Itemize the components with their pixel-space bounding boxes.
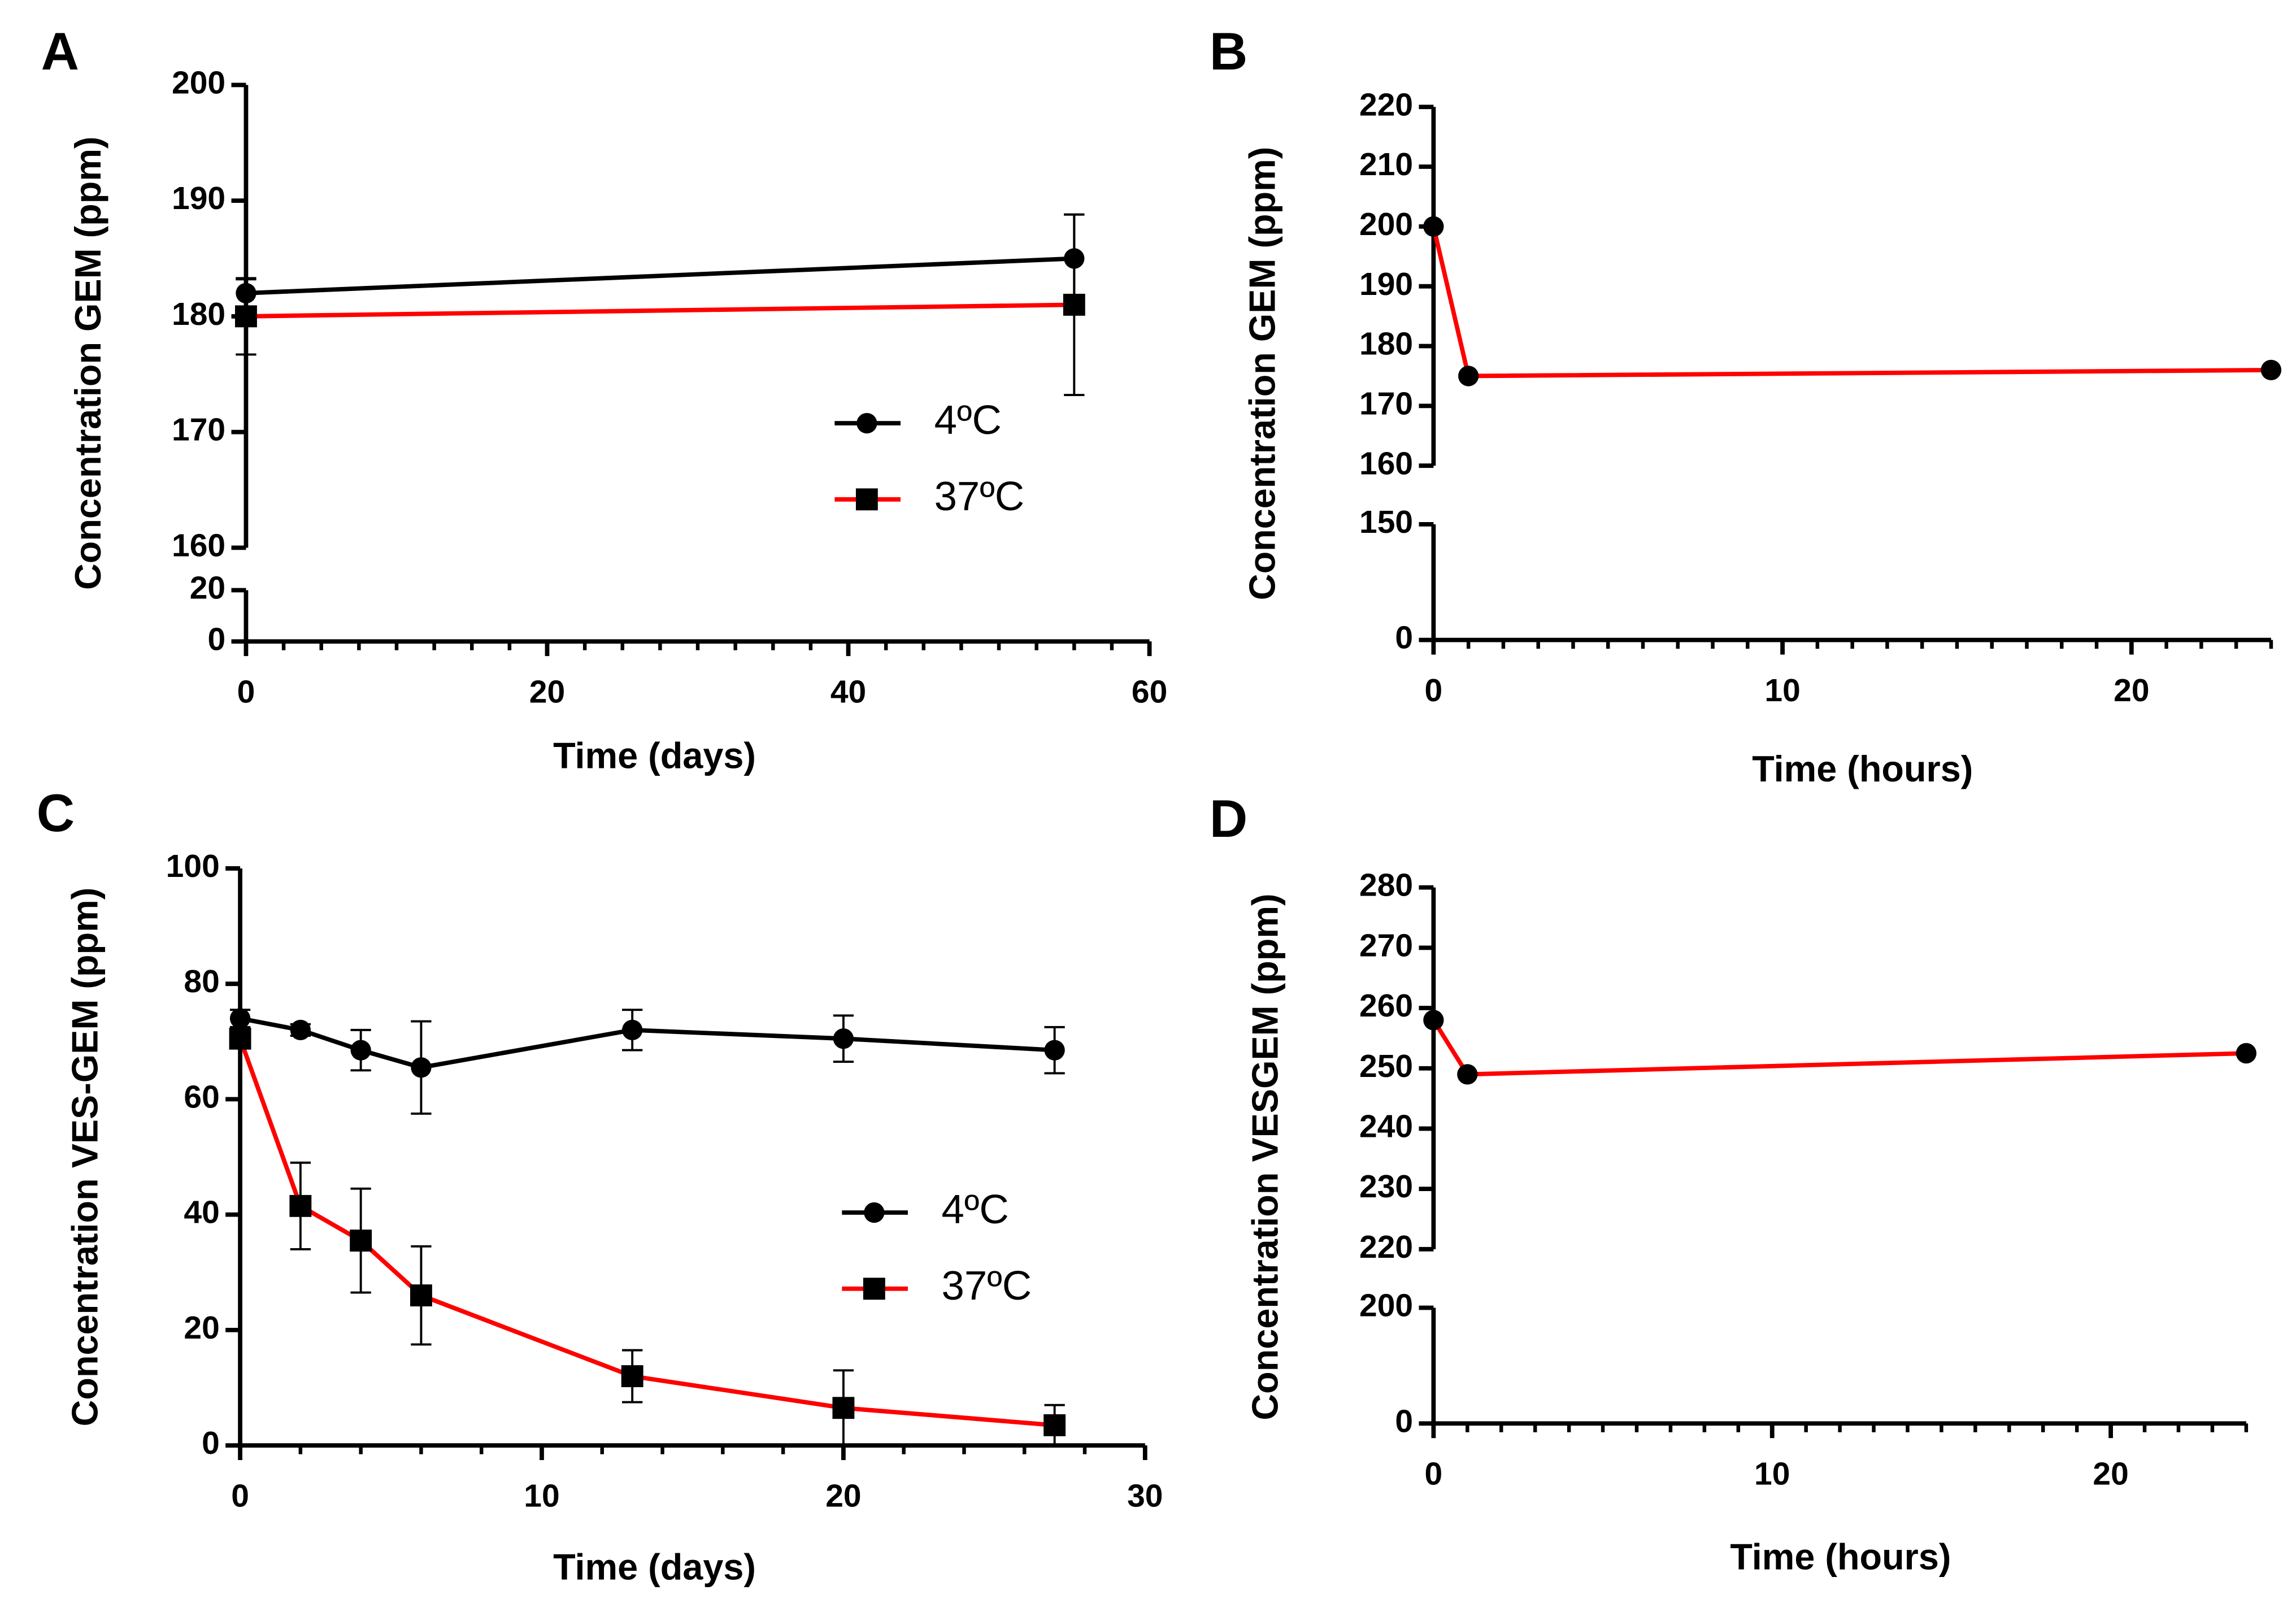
y-tick-label: 160 bbox=[1359, 445, 1413, 481]
y-tick-label: 240 bbox=[1359, 1108, 1413, 1144]
y-tick-label: 20 bbox=[190, 570, 225, 606]
marker bbox=[622, 1019, 643, 1041]
y-tick-label: 200 bbox=[1359, 206, 1413, 242]
y-tick-label: 100 bbox=[166, 848, 220, 884]
x-axis-title: Time (days) bbox=[553, 1546, 756, 1588]
y-tick-label: 260 bbox=[1359, 988, 1413, 1024]
y-tick-label: 20 bbox=[184, 1310, 219, 1346]
panel-label: B bbox=[1210, 22, 1247, 81]
legend-marker bbox=[855, 488, 878, 511]
y-tick-label: 200 bbox=[1359, 1288, 1413, 1324]
y-tick-label: 190 bbox=[1359, 266, 1413, 302]
x-tick-label: 60 bbox=[1132, 674, 1167, 710]
y-tick-label: 220 bbox=[1359, 86, 1413, 123]
marker bbox=[1423, 216, 1444, 237]
x-tick-label: 20 bbox=[2114, 672, 2149, 709]
x-tick-label: 10 bbox=[524, 1478, 559, 1514]
y-tick-label: 0 bbox=[1395, 1403, 1413, 1439]
x-tick-label: 0 bbox=[1425, 672, 1443, 709]
marker bbox=[1423, 1010, 1444, 1031]
marker bbox=[229, 1027, 251, 1050]
marker bbox=[410, 1284, 432, 1307]
marker bbox=[1043, 1414, 1066, 1436]
marker bbox=[621, 1365, 643, 1388]
marker bbox=[2260, 359, 2282, 381]
marker bbox=[236, 283, 256, 304]
marker bbox=[1063, 293, 1085, 316]
series-line bbox=[246, 256, 1075, 296]
marker bbox=[832, 1397, 855, 1419]
y-tick-label: 280 bbox=[1359, 867, 1413, 903]
x-tick-label: 0 bbox=[1425, 1456, 1443, 1492]
marker bbox=[229, 1008, 251, 1029]
x-tick-label: 0 bbox=[237, 674, 255, 710]
legend-marker bbox=[856, 412, 877, 434]
x-axis-title: Time (hours) bbox=[1730, 1536, 1951, 1577]
series-line bbox=[1431, 225, 2271, 379]
y-tick-label: 80 bbox=[184, 963, 219, 1000]
x-tick-label: 0 bbox=[231, 1478, 249, 1514]
series-line bbox=[246, 302, 1075, 319]
x-tick-label: 40 bbox=[830, 674, 866, 710]
y-tick-label: 270 bbox=[1359, 927, 1413, 963]
y-tick-label: 180 bbox=[172, 296, 225, 332]
y-tick-label: 180 bbox=[1359, 326, 1413, 362]
panel-label: D bbox=[1210, 789, 1247, 848]
marker bbox=[1044, 1040, 1065, 1061]
panel-label: C bbox=[37, 784, 75, 842]
y-axis-title: Concentration VESGEM (ppm) bbox=[1245, 893, 1286, 1420]
y-tick-label: 170 bbox=[172, 412, 225, 448]
marker bbox=[2236, 1042, 2257, 1064]
y-tick-label: 0 bbox=[202, 1425, 220, 1461]
legend-marker bbox=[864, 1202, 885, 1223]
marker bbox=[833, 1028, 854, 1049]
y-axis-title: Concentration GEM (ppm) bbox=[67, 137, 108, 590]
legend-label: 37ºC bbox=[942, 1263, 1032, 1309]
marker bbox=[289, 1194, 312, 1217]
y-tick-label: 200 bbox=[172, 64, 225, 101]
y-tick-label: 160 bbox=[172, 527, 225, 563]
panel-label: A bbox=[41, 22, 79, 81]
marker bbox=[350, 1040, 371, 1061]
x-tick-label: 10 bbox=[1754, 1456, 1790, 1492]
y-tick-label: 150 bbox=[1359, 504, 1413, 540]
marker bbox=[1458, 366, 1479, 386]
x-axis-title: Time (days) bbox=[553, 735, 756, 776]
y-tick-label: 0 bbox=[1395, 620, 1413, 656]
y-tick-label: 170 bbox=[1359, 385, 1413, 422]
y-tick-label: 40 bbox=[184, 1194, 219, 1231]
y-tick-label: 60 bbox=[184, 1079, 219, 1115]
x-tick-label: 20 bbox=[2093, 1456, 2128, 1492]
y-tick-label: 230 bbox=[1359, 1168, 1413, 1205]
y-tick-label: 220 bbox=[1359, 1229, 1413, 1265]
x-axis-title: Time (hours) bbox=[1752, 748, 1973, 789]
x-tick-label: 20 bbox=[529, 674, 565, 710]
legend-marker bbox=[863, 1278, 885, 1300]
marker bbox=[235, 305, 257, 328]
y-axis-title: Concentration GEM (ppm) bbox=[1241, 147, 1282, 601]
x-tick-label: 10 bbox=[1764, 672, 1800, 709]
x-tick-label: 20 bbox=[825, 1478, 861, 1514]
y-tick-label: 190 bbox=[172, 180, 225, 216]
y-axis-title: Concentration VES-GEM (ppm) bbox=[64, 888, 106, 1427]
marker bbox=[290, 1019, 311, 1041]
marker bbox=[350, 1230, 372, 1252]
series-line bbox=[1432, 1019, 2246, 1077]
marker bbox=[1064, 248, 1085, 269]
y-tick-label: 250 bbox=[1359, 1048, 1413, 1084]
y-tick-label: 210 bbox=[1359, 146, 1413, 183]
legend-label: 4ºC bbox=[934, 397, 1002, 443]
legend-label: 37ºC bbox=[934, 473, 1025, 519]
marker bbox=[1457, 1064, 1478, 1085]
legend-label: 4ºC bbox=[942, 1187, 1009, 1232]
x-tick-label: 30 bbox=[1127, 1478, 1163, 1514]
marker bbox=[411, 1057, 432, 1078]
y-tick-label: 0 bbox=[207, 621, 225, 657]
